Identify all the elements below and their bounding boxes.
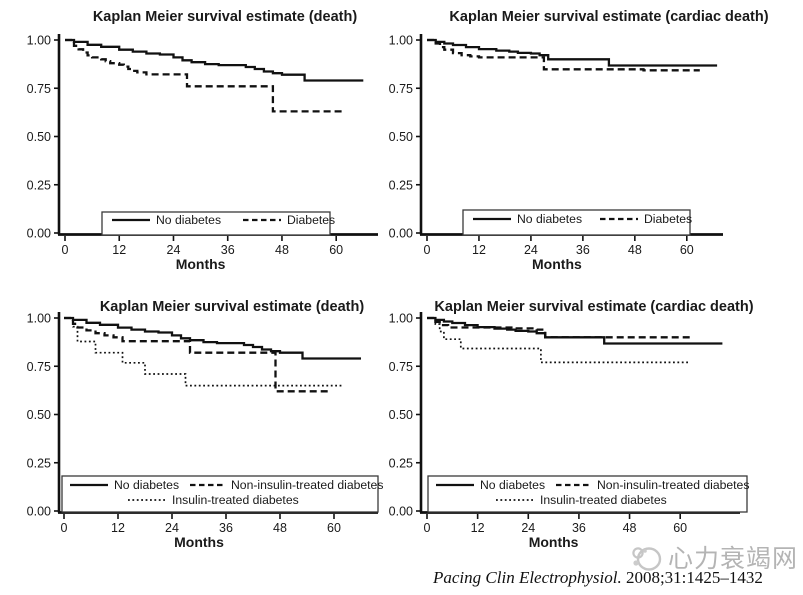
x-tick-label: 0 (424, 521, 431, 535)
km-curve-no-diabetes (65, 38, 364, 82)
x-tick-label: 60 (673, 521, 687, 535)
x-axis-title: Months (174, 534, 224, 550)
x-tick-label: 12 (471, 521, 485, 535)
km-curve-non-insulin-treated-diabetes (64, 316, 330, 393)
km-curve-insulin-treated-diabetes (64, 317, 343, 387)
heart-failure-network-logo-icon (632, 547, 662, 571)
watermark-text: 心力衰竭网 (668, 544, 799, 573)
y-tick-label: 0.75 (389, 82, 413, 96)
x-tick-label: 12 (472, 243, 486, 257)
km-curve-no-diabetes (427, 316, 723, 345)
km-curve-non-insulin-treated-diabetes (427, 316, 693, 339)
y-tick-label: 0.00 (389, 227, 413, 241)
legend-box (462, 209, 691, 236)
y-tick-label: 0.75 (389, 360, 413, 374)
legend-label: No diabetes (517, 212, 582, 226)
x-tick-label: 24 (521, 521, 535, 535)
km-curve-no-diabetes (427, 38, 718, 67)
y-tick-label: 1.00 (389, 34, 413, 48)
legend-box (427, 475, 748, 513)
y-tick-label: 0.25 (27, 456, 51, 470)
x-tick-label: 36 (576, 243, 590, 257)
y-tick-label: 1.00 (27, 34, 51, 48)
x-tick-label: 60 (680, 243, 694, 257)
y-tick-label: 0.25 (27, 178, 51, 192)
x-tick-label: 0 (61, 521, 68, 535)
x-axis-title: Months (532, 256, 582, 272)
y-tick-label: 0.00 (389, 505, 413, 519)
y-tick-label: 0.50 (27, 130, 51, 144)
legend-label: Diabetes (644, 212, 692, 226)
x-tick-label: 0 (62, 243, 69, 257)
x-tick-label: 0 (424, 243, 431, 257)
legend-label: Insulin-treated diabetes (540, 493, 667, 507)
x-tick-label: 48 (273, 521, 287, 535)
x-tick-label: 60 (327, 521, 341, 535)
x-tick-label: 24 (167, 243, 181, 257)
legend-label: No diabetes (480, 478, 545, 492)
chart-title: Kaplan Meier survival estimate (cardiac … (434, 299, 753, 315)
citation-journal: Pacing Clin Electrophysiol. (433, 568, 622, 587)
km-curve-insulin-treated-diabetes (427, 317, 689, 364)
x-axis-title: Months (529, 534, 579, 550)
km-curve-diabetes (65, 38, 346, 113)
legend-label: No diabetes (156, 213, 221, 227)
x-tick-label: 36 (219, 521, 233, 535)
x-tick-label: 24 (165, 521, 179, 535)
y-tick-label: 0.50 (27, 408, 51, 422)
km-curve-no-diabetes (64, 316, 361, 360)
y-tick-label: 0.50 (389, 408, 413, 422)
citation: Pacing Clin Electrophysiol. 2008;31:1425… (433, 568, 803, 588)
y-tick-label: 1.00 (27, 312, 51, 326)
y-tick-label: 1.00 (389, 312, 413, 326)
chart-title: Kaplan Meier survival estimate (death) (100, 299, 364, 315)
km-curve-diabetes (427, 38, 700, 72)
y-tick-label: 0.25 (389, 178, 413, 192)
y-tick-label: 0.00 (27, 227, 51, 241)
chart-title: Kaplan Meier survival estimate (death) (93, 9, 357, 25)
chart-title: Kaplan Meier survival estimate (cardiac … (449, 9, 768, 25)
x-tick-label: 36 (221, 243, 235, 257)
y-tick-label: 0.25 (389, 456, 413, 470)
x-tick-label: 36 (572, 521, 586, 535)
legend-label: No diabetes (114, 478, 179, 492)
y-tick-label: 0.75 (27, 82, 51, 96)
y-tick-label: 0.50 (389, 130, 413, 144)
x-tick-label: 24 (524, 243, 538, 257)
legend-label: Diabetes (287, 213, 335, 227)
watermark: 心力衰竭网 (630, 543, 798, 575)
x-tick-label: 48 (275, 243, 289, 257)
legend-box (101, 211, 331, 236)
citation-reference: 2008;31:1425–1432 (621, 568, 763, 587)
y-tick-label: 0.00 (27, 505, 51, 519)
x-tick-label: 60 (329, 243, 343, 257)
legend-label: Non-insulin-treated diabetes (597, 478, 749, 492)
x-tick-label: 48 (628, 243, 642, 257)
legend-box (61, 475, 379, 513)
x-axis-title: Months (176, 256, 226, 272)
legend-label: Insulin-treated diabetes (172, 493, 299, 507)
x-tick-label: 48 (623, 521, 637, 535)
legend-label: Non-insulin-treated diabetes (231, 478, 383, 492)
x-tick-label: 12 (111, 521, 125, 535)
x-tick-label: 12 (112, 243, 126, 257)
y-tick-label: 0.75 (27, 360, 51, 374)
